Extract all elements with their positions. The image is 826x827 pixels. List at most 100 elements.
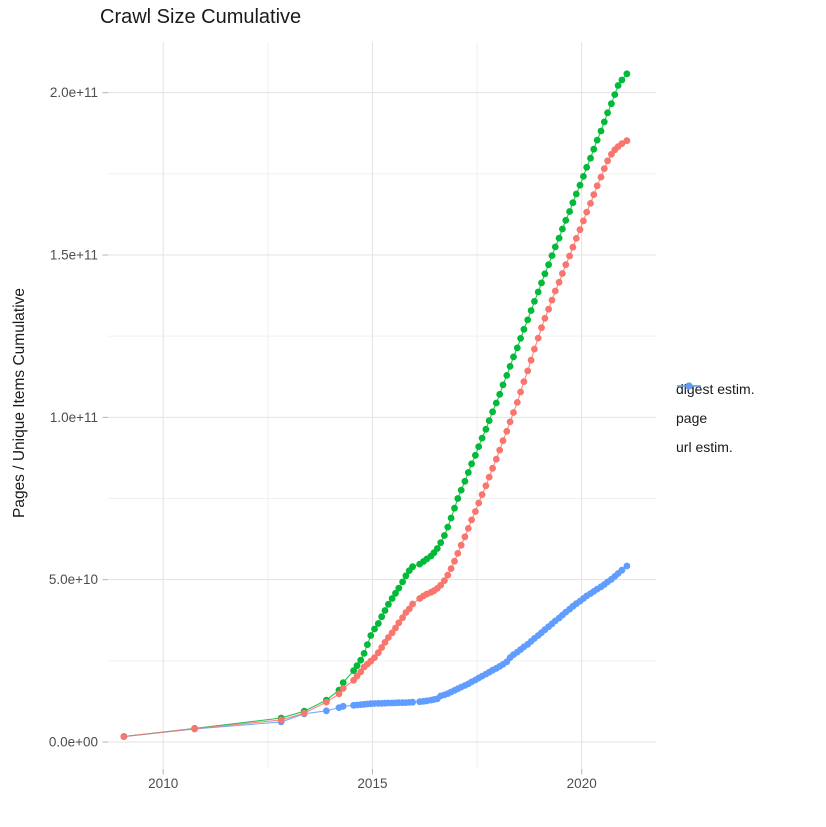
data-point: [433, 545, 441, 552]
data-point: [399, 614, 406, 622]
grid-major: [108, 42, 656, 769]
data-point: [454, 495, 462, 502]
data-point: [618, 76, 626, 84]
data-point: [555, 234, 563, 242]
data-point: [559, 270, 566, 277]
data-point: [395, 619, 403, 627]
data-point: [576, 226, 584, 234]
data-point: [590, 191, 598, 199]
data-point: [524, 367, 532, 375]
data-point: [531, 345, 538, 353]
data-point: [492, 455, 500, 463]
series-digest-estim: [120, 137, 631, 740]
data-point: [520, 325, 528, 333]
data-point: [583, 163, 591, 171]
data-point: [492, 399, 500, 407]
data-point: [475, 443, 483, 450]
data-point: [461, 477, 469, 485]
data-point: [409, 563, 416, 571]
data-point: [277, 716, 285, 724]
data-point: [608, 100, 615, 108]
series-line: [123, 140, 628, 738]
data-point: [562, 216, 570, 224]
data-point: [339, 685, 347, 692]
data-point: [364, 641, 371, 648]
legend-item-page: page: [676, 382, 755, 428]
data-point: [623, 70, 631, 78]
data-point: [482, 482, 490, 490]
data-point: [513, 399, 521, 406]
data-point: [538, 279, 545, 287]
data-point: [392, 589, 399, 597]
x-tick-label: 2020: [567, 776, 597, 791]
data-point: [614, 82, 622, 89]
y-tick-label: 5.0e+10: [49, 572, 98, 587]
x-tick-label: 2010: [148, 776, 178, 791]
data-point: [548, 252, 556, 259]
data-point: [478, 434, 486, 442]
data-point: [357, 656, 365, 664]
data-point: [566, 208, 573, 215]
legend-label: digest estim.: [676, 381, 755, 397]
legend-key-icon: [677, 382, 701, 390]
data-point: [580, 217, 587, 225]
data-point: [385, 634, 392, 641]
data-point: [489, 464, 496, 472]
data-point: [485, 417, 493, 424]
data-point: [339, 702, 347, 710]
data-point: [520, 378, 528, 385]
data-point: [618, 140, 626, 148]
data-point: [569, 243, 577, 251]
data-point: [580, 173, 587, 180]
data-point: [503, 372, 511, 379]
data-point: [360, 650, 368, 657]
data-point: [566, 252, 573, 260]
data-point: [531, 298, 538, 305]
data-point: [597, 173, 605, 181]
data-point: [485, 473, 493, 481]
data-point: [496, 446, 504, 454]
data-point: [335, 690, 343, 698]
data-point: [475, 499, 483, 507]
data-point: [506, 418, 514, 426]
data-point: [451, 504, 458, 512]
series-page: [120, 70, 631, 740]
chart-title: Crawl Size Cumulative: [100, 6, 302, 28]
data-point: [555, 278, 563, 286]
data-point: [562, 261, 570, 269]
y-tick-label: 1.0e+11: [50, 410, 98, 425]
data-point: [510, 409, 517, 416]
y-tick-label: 1.5e+11: [50, 247, 98, 262]
data-point: [409, 698, 416, 706]
data-point: [457, 486, 465, 494]
data-point: [527, 307, 535, 314]
data-point: [120, 733, 128, 740]
data-point: [548, 296, 556, 304]
data-point: [517, 388, 524, 396]
data-point: [395, 584, 403, 592]
data-point: [405, 605, 413, 613]
data-point: [378, 644, 386, 651]
legend-label: page: [676, 410, 708, 426]
data-point: [559, 225, 566, 233]
axis-tick-labels: 2010 2015 2020 0.0e+00 5.0e+10 1.0e+11 1.5e+11…: [49, 85, 597, 791]
legend: digest estim. page url estim.: [676, 379, 755, 457]
y-tick-label: 0.0e+00: [49, 735, 98, 750]
data-point: [587, 154, 594, 162]
data-point: [451, 557, 458, 565]
data-point: [367, 632, 375, 639]
data-point: [600, 165, 608, 173]
data-point: [534, 334, 542, 342]
legend-label: url estim.: [676, 439, 733, 455]
data-point: [454, 550, 462, 557]
data-point: [464, 525, 472, 532]
data-point: [569, 199, 577, 207]
data-point: [503, 427, 511, 435]
data-point: [402, 572, 410, 580]
legend-item-url-estim: url estim.: [676, 382, 755, 457]
data-point: [611, 91, 619, 98]
series-line: [123, 73, 628, 738]
data-point: [461, 533, 469, 541]
series-url-estim: [120, 562, 631, 740]
